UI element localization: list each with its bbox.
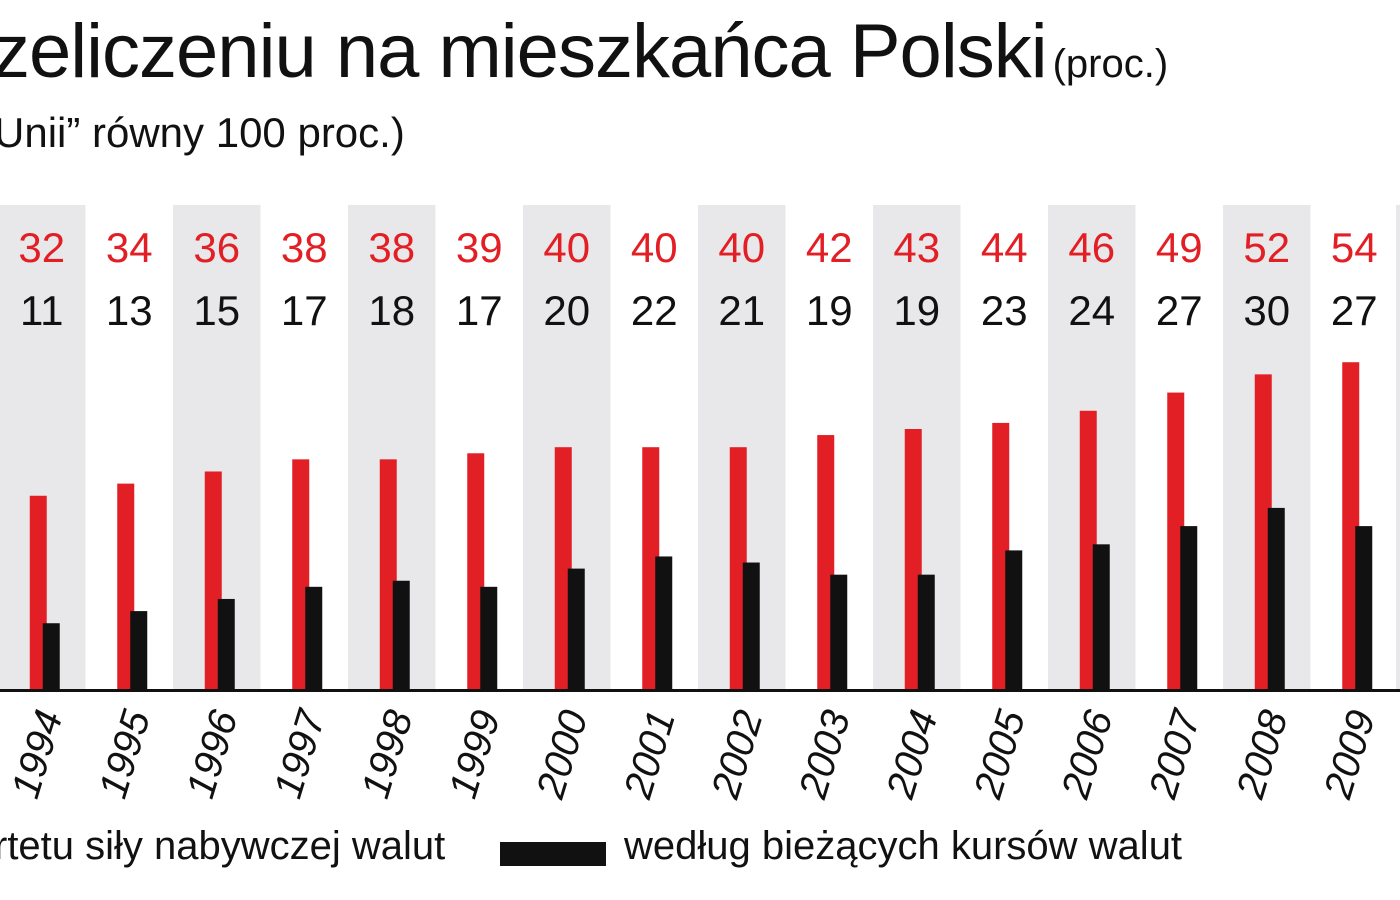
x-tick-label: 1994 xyxy=(3,705,71,803)
bar-ppp xyxy=(379,459,397,690)
bar-ppp xyxy=(992,422,1010,690)
data-label-fx: 13 xyxy=(106,287,153,334)
data-label-ppp: 44 xyxy=(981,224,1028,271)
bar-fx xyxy=(1267,507,1285,690)
data-label-fx: 19 xyxy=(893,287,940,334)
data-label-ppp: 40 xyxy=(543,224,590,271)
bar-fx xyxy=(567,568,585,690)
x-tick-label: 2000 xyxy=(528,705,596,804)
bar-ppp xyxy=(1079,410,1097,690)
data-label-fx: 17 xyxy=(281,287,328,334)
data-label-ppp: 49 xyxy=(1156,224,1203,271)
data-label-ppp: 32 xyxy=(18,224,65,271)
chart-title-text: zeliczeniu na mieszkańca Polski xyxy=(0,9,1048,94)
data-label-fx: 18 xyxy=(368,287,415,334)
x-tick-label: 2005 xyxy=(966,705,1035,805)
x-axis-line xyxy=(0,689,1400,692)
data-label-ppp: 42 xyxy=(806,224,853,271)
data-label-ppp: 40 xyxy=(631,224,678,271)
x-tick-label: 2002 xyxy=(703,705,771,804)
data-label-fx: 22 xyxy=(631,287,678,334)
chart-title-unit: (proc.) xyxy=(1052,42,1169,86)
x-tick-label: 2007 xyxy=(1141,704,1210,805)
data-label-ppp: 38 xyxy=(281,224,328,271)
column-band xyxy=(1396,205,1400,690)
bar-ppp xyxy=(204,471,222,690)
data-label-fx: 23 xyxy=(981,287,1028,334)
bar-ppp xyxy=(1254,374,1272,690)
bar-ppp xyxy=(554,447,572,690)
x-tick-label: 2008 xyxy=(1228,705,1297,805)
bar-ppp xyxy=(1167,392,1185,690)
data-label-ppp: 40 xyxy=(718,224,765,271)
x-tick-label: 1998 xyxy=(353,705,421,804)
bar-ppp xyxy=(292,459,310,690)
chart-subtitle: Unii” równy 100 proc.) xyxy=(0,109,405,156)
bar-fx xyxy=(742,562,760,690)
x-tick-label: 2006 xyxy=(1053,705,1122,805)
bar-ppp xyxy=(642,447,660,690)
data-label-fx: 17 xyxy=(456,287,503,334)
bar-ppp xyxy=(117,483,135,690)
bar-fx xyxy=(1180,526,1198,690)
data-label-fx: 27 xyxy=(1156,287,1203,334)
data-label-ppp: 46 xyxy=(1068,224,1115,271)
bar-fx xyxy=(392,580,410,690)
bar-fx xyxy=(305,586,323,690)
data-label-fx: 15 xyxy=(193,287,240,334)
legend-label-fx: według bieżących kursów walut xyxy=(624,824,1183,868)
data-label-fx: 19 xyxy=(806,287,853,334)
bar-ppp xyxy=(904,428,922,690)
data-label-ppp: 36 xyxy=(193,224,240,271)
x-tick-label: 2003 xyxy=(791,705,859,804)
x-tick-label: 2001 xyxy=(616,705,684,804)
bar-ppp xyxy=(817,435,835,690)
data-label-fx: 27 xyxy=(1331,287,1378,334)
data-label-ppp: 34 xyxy=(106,224,153,271)
bar-ppp xyxy=(29,495,47,690)
bar-ppp xyxy=(1342,362,1360,690)
x-tick-label: 1999 xyxy=(441,705,509,803)
bar-fx xyxy=(1355,526,1373,690)
data-label-ppp: 52 xyxy=(1243,224,1290,271)
x-tick-label: 1997 xyxy=(266,704,335,804)
legend-swatch-fx xyxy=(500,842,606,866)
bar-fx xyxy=(42,623,60,690)
bar-fx xyxy=(1005,550,1023,690)
data-label-ppp: 39 xyxy=(456,224,503,271)
bar-fx xyxy=(830,574,848,690)
x-tick-label: 2004 xyxy=(878,705,946,804)
data-label-fx: 11 xyxy=(20,287,64,334)
chart-title: zeliczeniu na mieszkańca Polski (proc.) xyxy=(0,14,1168,90)
bar-fx xyxy=(1092,544,1110,690)
bar-ppp xyxy=(467,453,485,690)
legend-label-ppp: rtetu siły nabywczej walut xyxy=(0,824,446,868)
data-label-ppp: 38 xyxy=(368,224,415,271)
data-label-fx: 20 xyxy=(543,287,590,334)
bar-fx xyxy=(480,586,498,690)
bar-ppp xyxy=(729,447,747,690)
data-label-fx: 30 xyxy=(1243,287,1290,334)
x-tick-label: 2009 xyxy=(1316,705,1384,804)
x-tick-label: 1995 xyxy=(91,705,159,804)
data-label-ppp: 54 xyxy=(1331,224,1378,271)
data-label-ppp: 43 xyxy=(893,224,940,271)
x-tick-label: 1996 xyxy=(178,705,246,804)
data-label-fx: 24 xyxy=(1068,287,1115,334)
data-label-fx: 21 xyxy=(718,287,765,334)
bar-fx xyxy=(655,556,673,690)
bar-fx xyxy=(217,598,235,690)
bar-fx xyxy=(917,574,935,690)
bar-fx xyxy=(130,611,148,690)
